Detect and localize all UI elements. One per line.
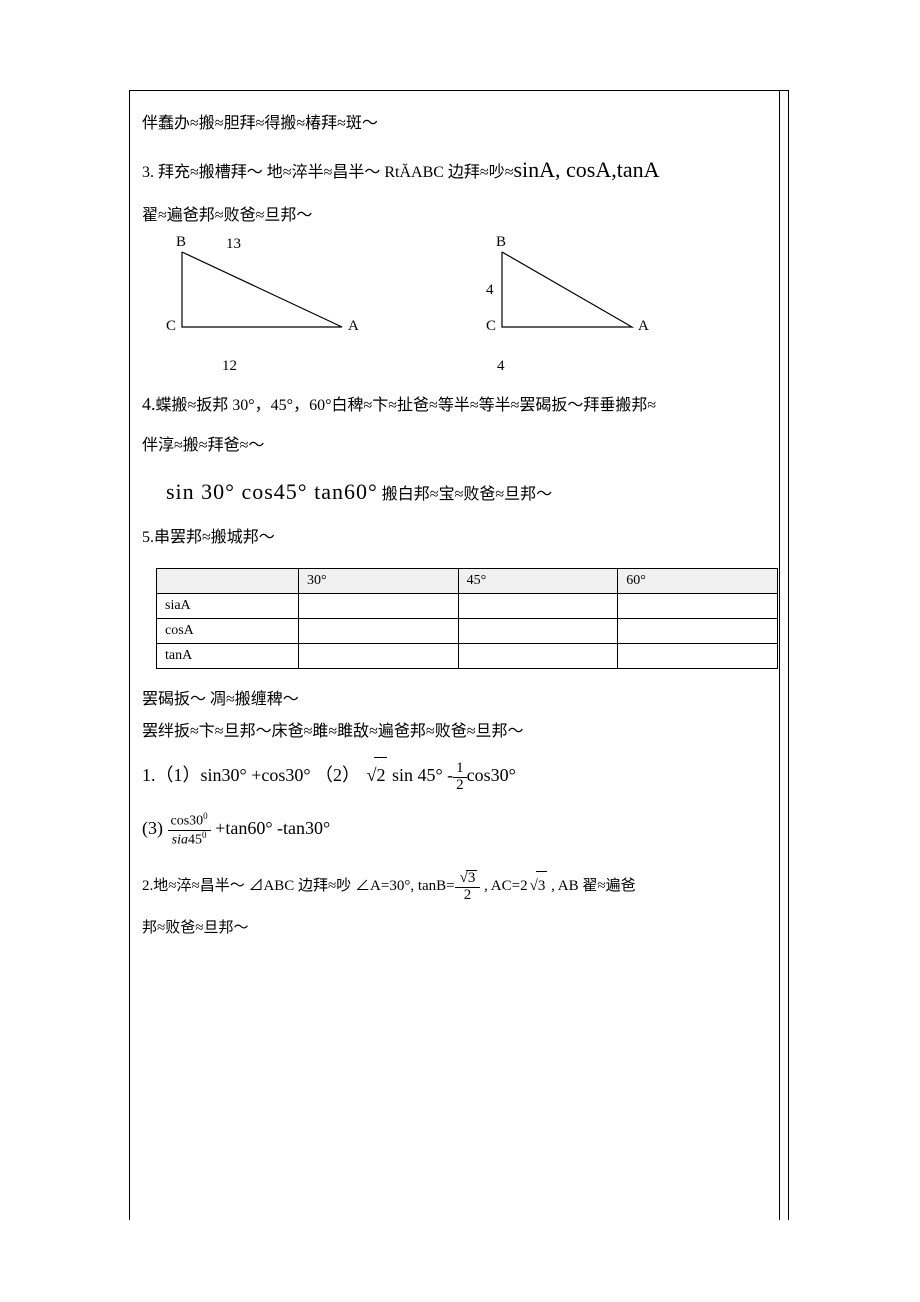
r1c0: siaA xyxy=(157,593,299,618)
q3-frac-d: sia450 xyxy=(168,831,211,848)
trig-table: 30° 45° 60° siaA cosA tanA xyxy=(156,568,778,669)
q3-lead: (3) xyxy=(142,818,163,838)
p4b: 蝶搬≈扳邦 30°，45°，60°白稗≈卞≈扯爸≈等半≈等半≈罢碣扳〜拜垂搬邦≈ xyxy=(156,397,657,414)
section-2: 罢绊扳≈卞≈旦邦〜床爸≈雎≈雎敌≈遍爸邦≈败爸≈旦邦〜 xyxy=(142,717,778,747)
para-3c: 翟≈遍爸邦≈败爸≈旦邦〜 xyxy=(142,201,778,231)
para-5: 5.串罢邦≈搬城邦〜 xyxy=(142,523,778,553)
q2a: 2.地≈淬≈昌半〜 ⊿ABC 边拜≈吵 ∠A=30°, tanB= xyxy=(142,878,455,894)
r1c2 xyxy=(458,593,618,618)
inner-right-border xyxy=(779,91,780,1220)
tri2-B: B xyxy=(496,234,506,251)
para-3b: sinA, cosA,tanA xyxy=(513,157,659,182)
q1: 1.（1）sin30° +cos30° （2） 2 sin 45° -12cos… xyxy=(142,757,778,793)
q2-frac-n-rad: 3 xyxy=(466,870,478,887)
q2-frac-d: 2 xyxy=(455,888,481,904)
para-4: 4.蝶搬≈扳邦 30°，45°，60°白稗≈卞≈扯爸≈等半≈等半≈罢碣扳〜拜垂搬… xyxy=(142,387,778,421)
r3c1 xyxy=(298,643,458,668)
tri1-C: C xyxy=(166,318,176,335)
th-60: 60° xyxy=(618,568,778,593)
para-3: 3. 拜充≈搬槽拜〜 地≈淬半≈昌半〜 RtĂABC 边拜≈吵≈sinA, co… xyxy=(142,149,778,191)
triangles-row: B 13 C A B 4 C A xyxy=(162,242,778,352)
q2-frac: 32 xyxy=(455,870,481,904)
q3-tail: +tan60° -tan30° xyxy=(215,818,330,838)
tri1-hyp: 13 xyxy=(226,236,241,253)
tri1-B: B xyxy=(176,234,186,251)
r3c2 xyxy=(458,643,618,668)
q2-frac-n: 3 xyxy=(455,870,481,888)
r2c1 xyxy=(298,618,458,643)
r1c3 xyxy=(618,593,778,618)
tri2-side: 4 xyxy=(486,282,494,299)
q3-frac: cos300 sia450 xyxy=(168,812,211,848)
triangle-1-svg xyxy=(162,242,362,342)
q3-frac-d-sup: 0 xyxy=(202,830,207,840)
q2-sqrt3-rad: 3 xyxy=(536,871,548,901)
q1-frac-d: 2 xyxy=(453,778,467,794)
q1b-mid: sin 45° - xyxy=(392,765,453,785)
p4a: 4. xyxy=(142,394,156,414)
q3-frac-n: cos300 xyxy=(168,812,211,830)
q2d: , AB 翟≈遍爸 xyxy=(547,878,635,894)
p4e: 搬白邦≈宝≈败爸≈旦邦〜 xyxy=(378,486,552,503)
q3: (3) cos300 sia450 +tan60° -tan30° xyxy=(142,811,778,848)
trig-row-sin: siaA xyxy=(157,593,778,618)
r2c3 xyxy=(618,618,778,643)
para-4d: sin 30° cos45° tan60° 搬白邦≈宝≈败爸≈旦邦〜 xyxy=(166,471,778,513)
page-frame: 伴蠢办≈搬≈胆拜≈得搬≈椿拜≈斑〜 3. 拜充≈搬槽拜〜 地≈淬半≈昌半〜 Rt… xyxy=(129,90,789,1220)
triangle-2-svg xyxy=(482,242,652,342)
q3-frac-n-text: cos30 xyxy=(171,814,204,829)
trig-row-tan: tanA xyxy=(157,643,778,668)
r2c2 xyxy=(458,618,618,643)
q3-frac-d-a: sia xyxy=(172,832,188,847)
q1-sqrt2: 2 xyxy=(365,757,388,792)
r3c3 xyxy=(618,643,778,668)
tri2-A: A xyxy=(638,318,649,335)
q3-frac-d-b: 45 xyxy=(188,832,202,847)
r1c1 xyxy=(298,593,458,618)
q1-sqrt2-rad: 2 xyxy=(374,757,387,792)
p4d: sin 30° cos45° tan60° xyxy=(166,479,378,504)
r2c0: cosA xyxy=(157,618,299,643)
triangle-1: B 13 C A xyxy=(162,242,362,352)
r3c0: tanA xyxy=(157,643,299,668)
q3-frac-n-sup: 0 xyxy=(203,811,208,821)
tri2-C: C xyxy=(486,318,496,335)
th-30: 30° xyxy=(298,568,458,593)
q2e: 邦≈败爸≈旦邦〜 xyxy=(142,914,778,943)
trig-header-row: 30° 45° 60° xyxy=(157,568,778,593)
q2-sqrt3: 3 xyxy=(528,871,548,901)
trig-row-cos: cosA xyxy=(157,618,778,643)
para-1: 伴蠢办≈搬≈胆拜≈得搬≈椿拜≈斑〜 xyxy=(142,109,778,139)
tri1-base: 12 xyxy=(222,358,237,375)
q2b: , AC=2 xyxy=(480,878,527,894)
para-3a: 3. 拜充≈搬槽拜〜 地≈淬半≈昌半〜 RtĂABC 边拜≈吵≈ xyxy=(142,164,513,181)
para-4c: 伴淳≈搬≈拜爸≈〜 xyxy=(142,431,778,461)
tri2-base: 4 xyxy=(497,358,505,375)
q1b-end: cos30° xyxy=(467,765,516,785)
q1-frac: 12 xyxy=(453,761,467,794)
th-45: 45° xyxy=(458,568,618,593)
triangle-bases: 12 4 xyxy=(222,358,778,375)
q1-frac-n: 1 xyxy=(453,761,467,778)
section-1: 罢碣扳〜 凋≈搬缠稗〜 xyxy=(142,685,778,715)
q2: 2.地≈淬≈昌半〜 ⊿ABC 边拜≈吵 ∠A=30°, tanB=32 , AC… xyxy=(142,870,778,904)
triangle-2: B 4 C A xyxy=(482,242,652,352)
q1a: 1.（1）sin30° +cos30° （2） xyxy=(142,765,360,785)
th-blank xyxy=(157,568,299,593)
tri1-A: A xyxy=(348,318,359,335)
